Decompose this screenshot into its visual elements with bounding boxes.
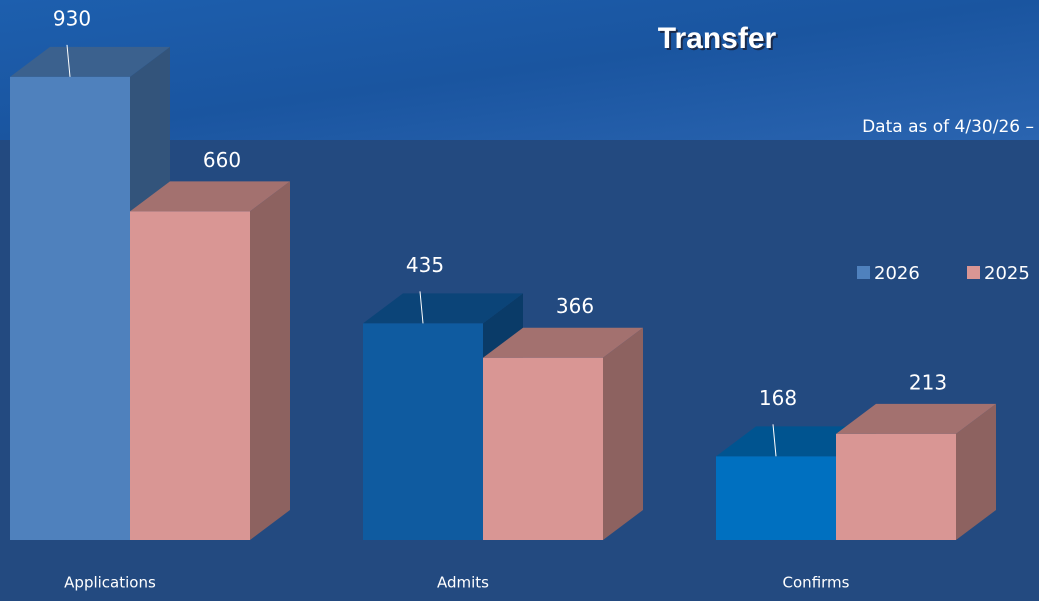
data-label: 213 (909, 370, 947, 394)
bar-top (363, 293, 523, 324)
bar-side (250, 181, 290, 540)
title-shadow: Transfer (660, 24, 779, 57)
legend-label: 2026 (874, 263, 920, 284)
leader-line (419, 291, 424, 324)
bar-front (836, 433, 956, 540)
bar-front (716, 456, 836, 540)
bar-top (836, 403, 996, 434)
data-label: 930 (53, 6, 91, 30)
bar-top (483, 327, 643, 358)
bar-front (10, 76, 130, 541)
legend-swatch (967, 266, 980, 279)
leader-line (772, 424, 777, 457)
bar-top (10, 46, 170, 77)
bar-front (483, 357, 603, 540)
data-label: 435 (406, 253, 444, 277)
x-tick-label: Confirms (783, 574, 850, 592)
bar-front (363, 323, 483, 540)
data-label: 168 (759, 386, 797, 410)
bar (130, 181, 290, 540)
x-tick-label: Admits (437, 574, 489, 592)
header-image (0, 0, 1039, 140)
x-tick-label: Applications (64, 574, 156, 592)
bar-front (130, 211, 250, 540)
chart-title: Transfer (658, 22, 777, 55)
leader-line (66, 44, 71, 77)
data-label: 660 (203, 148, 241, 172)
bar-side (956, 403, 996, 540)
bar (483, 327, 643, 540)
data-label: 366 (556, 294, 594, 318)
legend-label: 2025 (984, 263, 1030, 284)
subtitle: Data as of 4/30/26 – (862, 117, 1034, 137)
bar (836, 403, 996, 540)
bar-side (603, 327, 643, 540)
bar-top (130, 181, 290, 212)
legend-swatch (857, 266, 870, 279)
